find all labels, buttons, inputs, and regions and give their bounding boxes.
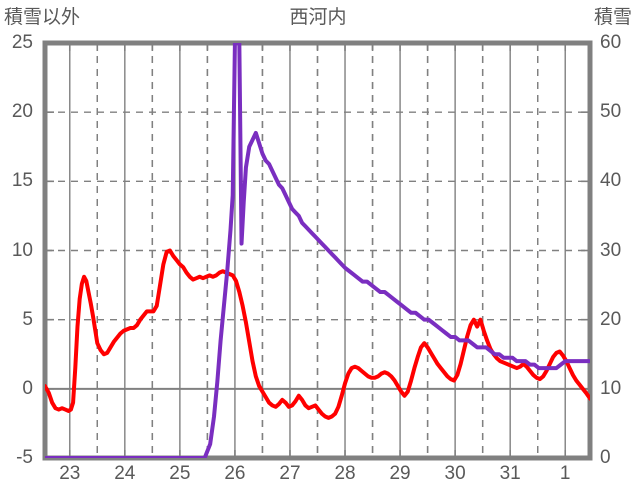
x-axis-tick-label: 1 bbox=[559, 463, 571, 484]
left-axis-tick-label: 20 bbox=[11, 101, 33, 123]
x-axis-tick-label: 28 bbox=[334, 463, 356, 484]
left-axis-tick-label: 10 bbox=[11, 239, 33, 261]
chart-title: 西河内 bbox=[289, 7, 347, 28]
plot-frame bbox=[42, 40, 593, 461]
left-axis-title: 積雪以外 bbox=[4, 7, 81, 28]
x-axis-tick-label: 27 bbox=[279, 463, 301, 484]
x-axis-tick-label: 31 bbox=[499, 463, 521, 484]
right-axis-title: 積雪 bbox=[593, 7, 632, 28]
x-axis-tick-label: 29 bbox=[389, 463, 411, 484]
right-axis-tick-label: 0 bbox=[600, 447, 611, 468]
right-axis-tick-label: 50 bbox=[600, 101, 622, 123]
left-axis-tick-label: 25 bbox=[11, 32, 33, 53]
left-axis-tick-label: 15 bbox=[11, 170, 33, 192]
x-axis-tick-label: 24 bbox=[114, 463, 136, 484]
data-series bbox=[45, 43, 590, 458]
x-axis-tick-label: 30 bbox=[444, 463, 466, 484]
left-axis-tick-label: 5 bbox=[22, 308, 33, 330]
right-axis-tick-label: 30 bbox=[600, 239, 622, 261]
left-axis-tick-label: -5 bbox=[16, 447, 33, 468]
x-axis-tick-label: 26 bbox=[224, 463, 246, 484]
x-axis-tick-label: 23 bbox=[59, 463, 81, 484]
right-axis-tick-label: 20 bbox=[600, 308, 622, 330]
right-axis-tick-label: 40 bbox=[600, 170, 622, 192]
left-axis-tick-label: 0 bbox=[22, 377, 33, 399]
x-axis-tick-label: 25 bbox=[169, 463, 191, 484]
right-axis-tick-label: 10 bbox=[600, 377, 622, 399]
right-axis-tick-label: 60 bbox=[600, 32, 622, 53]
